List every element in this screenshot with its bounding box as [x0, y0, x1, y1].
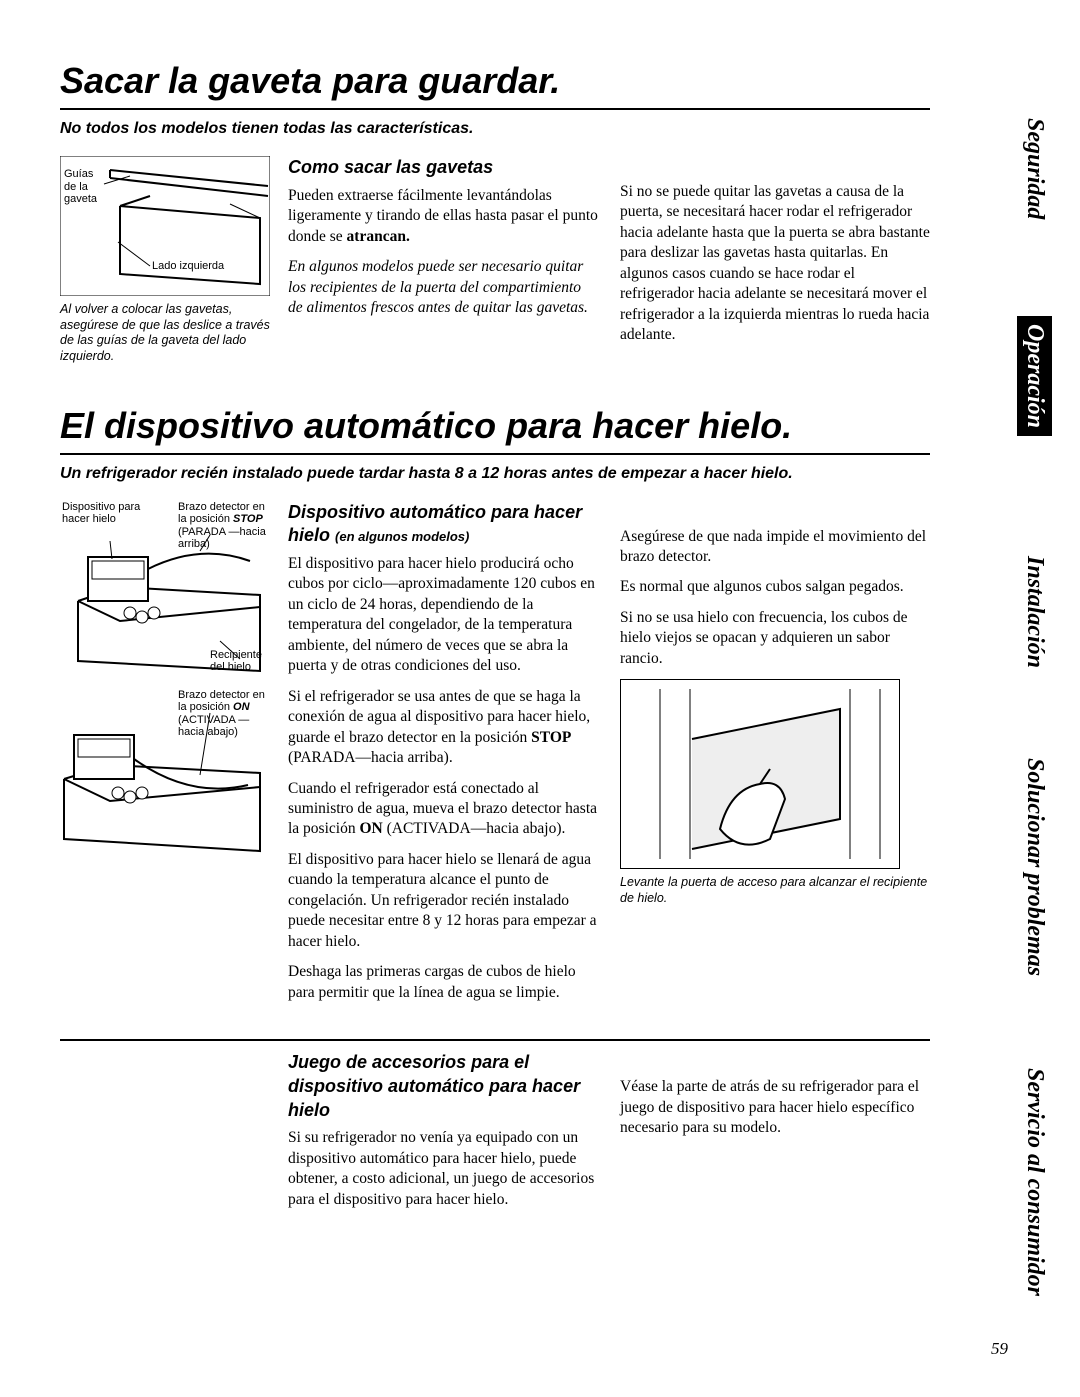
- section1-col-left: Como sacar las gavetas Pueden extraerse …: [288, 156, 598, 365]
- s2-l-p4: El dispositivo para hacer hielo se llena…: [288, 850, 598, 952]
- fig2-lbl-on-b: ON: [233, 701, 250, 713]
- section2-intro: Un refrigerador recién instalado puede t…: [60, 465, 930, 483]
- icemaker-figure-on: Brazo detector en la posición ON (ACTIVA…: [60, 689, 270, 859]
- tab-operacion[interactable]: Operación: [1017, 316, 1052, 436]
- s1-r-p1: Si no se puede quitar las gavetas a caus…: [620, 182, 930, 346]
- s1-l-p1b: atrancan.: [347, 228, 410, 245]
- s2-l-p1: El dispositivo para hacer hielo producir…: [288, 554, 598, 677]
- fig2-lbl-bin: Recipiente del hielo: [210, 649, 270, 674]
- s2-subhead-b: (en algunos modelos): [335, 529, 469, 544]
- s2-r-p1: Asegúrese de que nada impide el movimien…: [620, 527, 930, 568]
- fig1-label-rails: Guías de la gaveta: [64, 168, 108, 206]
- s2-l-p2b: STOP: [531, 729, 571, 746]
- section1-figure-col: Guías de la gaveta Lado izquierda Al vol…: [60, 156, 270, 365]
- s2-l-p3c: (ACTIVADA—hacia abajo).: [383, 820, 566, 837]
- section1-intro: No todos los modelos tienen todas las ca…: [60, 120, 930, 138]
- s1-l-p1a: Pueden extraerse fácilmente levantándola…: [288, 187, 598, 245]
- access-door-figure: [620, 679, 930, 869]
- section3-divider: [60, 1039, 930, 1041]
- section3-body: Juego de accesorios para el dispositivo …: [60, 1051, 930, 1220]
- access-door-svg: [620, 679, 900, 869]
- fig2-lbl-stop-b: STOP: [233, 513, 263, 525]
- tab-seguridad[interactable]: Seguridad: [1017, 110, 1052, 227]
- tab-solucionar[interactable]: Solucionar problemas: [1017, 750, 1052, 984]
- fig2-lbl-stop: Brazo detector en la posición STOP (PARA…: [178, 501, 270, 552]
- access-door-caption: Levante la puerta de acceso para alcanza…: [620, 875, 930, 906]
- section2-col-left: Dispositivo automático para hacer hielo …: [288, 501, 598, 1014]
- section3-col-left: Juego de accesorios para el dispositivo …: [288, 1051, 598, 1220]
- icemaker-figure-stop: Dispositivo para hacer hielo Brazo detec…: [60, 501, 270, 681]
- section3-text-cols: Juego de accesorios para el dispositivo …: [288, 1051, 930, 1220]
- fig2-lbl-stop-c: (PARADA —hacia arriba): [178, 526, 266, 551]
- section1-body: Guías de la gaveta Lado izquierda Al vol…: [60, 156, 930, 365]
- section2-text-cols: Dispositivo automático para hacer hielo …: [288, 501, 930, 1014]
- s2-r-p2: Es normal que algunos cubos salgan pegad…: [620, 577, 930, 597]
- section1-subhead: Como sacar las gavetas: [288, 156, 598, 180]
- section1-text-cols: Como sacar las gavetas Pueden extraerse …: [288, 156, 930, 365]
- section3-col-right: Véase la parte de atrás de su refrigerad…: [620, 1051, 930, 1220]
- section2-body: Dispositivo para hacer hielo Brazo detec…: [60, 501, 930, 1014]
- s2-l-p2c: (PARADA—hacia arriba).: [288, 749, 453, 766]
- s1-l-p1: Pueden extraerse fácilmente levantándola…: [288, 186, 598, 247]
- s2-l-p2: Si el refrigerador se usa antes de que s…: [288, 687, 598, 769]
- s2-l-p3b: ON: [359, 820, 382, 837]
- tab-servicio[interactable]: Servicio al consumidor: [1017, 1060, 1052, 1304]
- section1-title: Sacar la gaveta para guardar.: [60, 60, 930, 110]
- fig2-lbl-device: Dispositivo para hacer hielo: [62, 501, 142, 526]
- fig1-label-left: Lado izquierda: [152, 260, 224, 273]
- section1-col-right: Si no se puede quitar las gavetas a caus…: [620, 156, 930, 365]
- section2-title: El dispositivo automático para hacer hie…: [60, 405, 930, 455]
- drawer-figure: Guías de la gaveta Lado izquierda: [60, 156, 270, 296]
- s3-r: Véase la parte de atrás de su refrigerad…: [620, 1077, 930, 1138]
- page-content: Sacar la gaveta para guardar. No todos l…: [60, 60, 930, 1220]
- s3-l: Si su refrigerador no venía ya equipado …: [288, 1128, 598, 1210]
- s2-l-p5: Deshaga las primeras cargas de cubos de …: [288, 962, 598, 1003]
- section3-subhead: Juego de accesorios para el dispositivo …: [288, 1051, 598, 1122]
- page-number: 59: [991, 1339, 1008, 1359]
- section2-figure-col: Dispositivo para hacer hielo Brazo detec…: [60, 501, 270, 1014]
- fig2-lbl-on-a: Brazo detector en la posición: [178, 689, 265, 714]
- s2-l-p3: Cuando el refrigerador está conectado al…: [288, 779, 598, 840]
- fig2-lbl-on-c: (ACTIVADA —hacia abajo): [178, 714, 249, 739]
- s1-l-note: En algunos modelos puede ser necesario q…: [288, 257, 598, 318]
- section2-subhead: Dispositivo automático para hacer hielo …: [288, 501, 598, 549]
- section3-spacer: [60, 1051, 270, 1220]
- s2-r-p3: Si no se usa hielo con frecuencia, los c…: [620, 608, 930, 669]
- tab-instalacion[interactable]: Instalación: [1017, 548, 1052, 676]
- side-tab-strip: Seguridad Operación Instalación Solucion…: [990, 0, 1080, 1397]
- fig1-caption: Al volver a colocar las gavetas, asegúre…: [60, 302, 270, 365]
- section2-col-right: Asegúrese de que nada impide el movimien…: [620, 501, 930, 1014]
- fig2-lbl-on: Brazo detector en la posición ON (ACTIVA…: [178, 689, 270, 740]
